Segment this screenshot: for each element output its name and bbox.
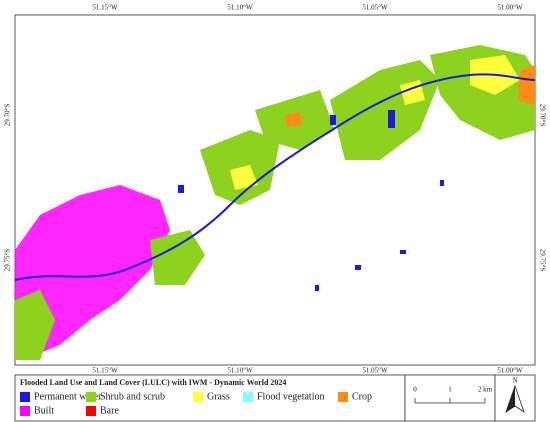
scale-bar: [414, 398, 486, 404]
north-arrow-half: [506, 386, 515, 412]
legend-swatch: [193, 392, 203, 402]
lon-label: 51.10°W: [227, 367, 253, 375]
lat-label: 29.70°S: [538, 104, 546, 127]
north-label: N: [512, 377, 517, 385]
legend-swatch: [243, 392, 253, 402]
lat-label: 29.70°S: [4, 104, 12, 127]
legend-swatch: [20, 406, 30, 416]
lon-label: 51.10°W: [227, 4, 253, 12]
legend-swatch: [20, 392, 30, 402]
legend-label: Built: [34, 405, 54, 416]
legend-title: Flooded Land Use and Land Cover (LULC) w…: [20, 378, 286, 387]
scale-label: 0: [413, 386, 417, 394]
lat-label: 29.75°S: [4, 249, 12, 272]
lon-label: 51.05°W: [362, 367, 388, 375]
legend-label: Flood vegetation: [257, 391, 325, 402]
legend-label: Grass: [207, 391, 230, 402]
lon-label: 51.15°W: [92, 4, 118, 12]
scale-label: 2 km: [478, 386, 493, 394]
legend-label: Bare: [100, 405, 119, 416]
scale-label: 1: [448, 386, 452, 394]
lon-label: 51.00°W: [497, 4, 523, 12]
lon-label: 51.00°W: [497, 367, 523, 375]
lat-label: 29.75°S: [538, 249, 546, 272]
legend-label: Shrub and scrub: [100, 391, 165, 402]
legend-label: Permanent water: [34, 391, 102, 402]
legend-swatch: [86, 406, 96, 416]
legend-swatch: [338, 392, 348, 402]
legend-label: Crop: [352, 391, 372, 402]
lon-label: 51.15°W: [92, 367, 118, 375]
legend-swatch: [86, 392, 96, 402]
lon-label: 51.05°W: [362, 4, 388, 12]
land-cover: [14, 45, 536, 360]
